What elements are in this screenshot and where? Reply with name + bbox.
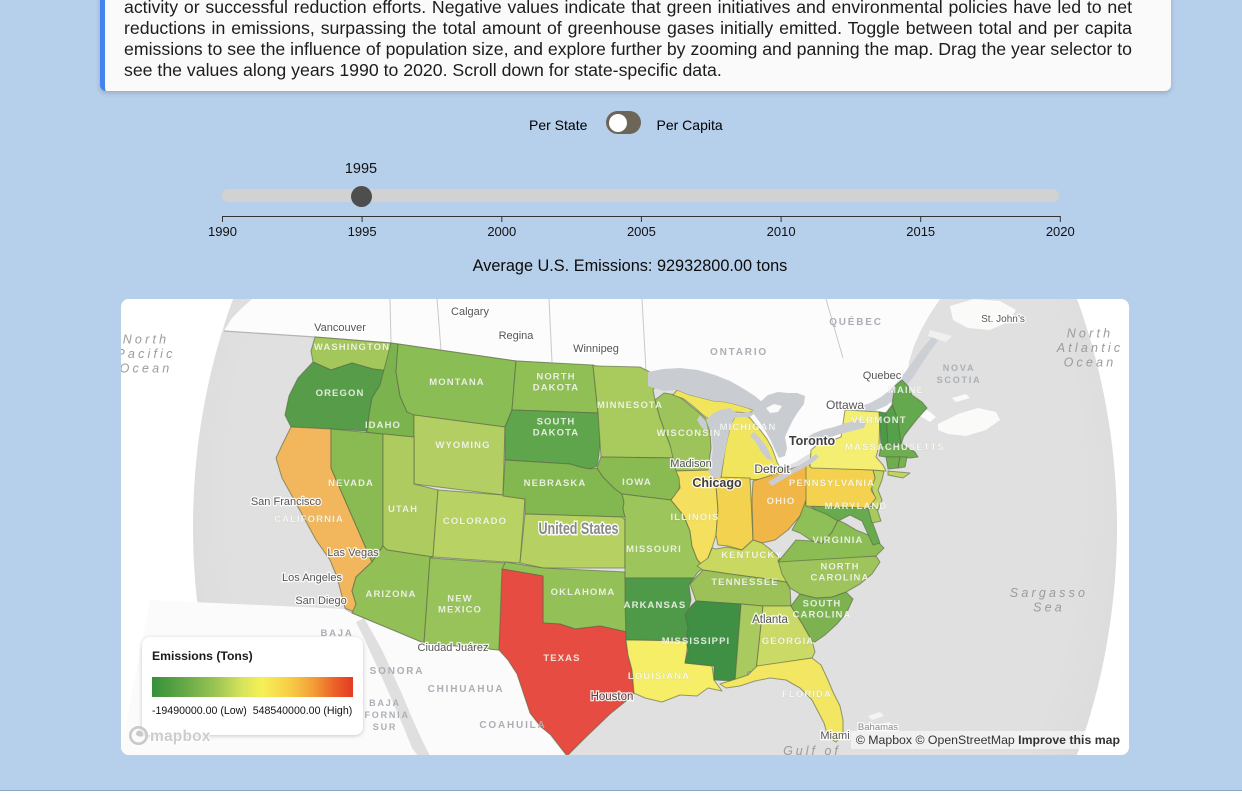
- svg-text:CAROLINA: CAROLINA: [793, 610, 852, 621]
- svg-text:Ocean: Ocean: [1064, 356, 1117, 370]
- svg-text:Los Angeles: Los Angeles: [282, 572, 342, 584]
- svg-text:MONTANA: MONTANA: [429, 377, 485, 388]
- svg-text:Gulf of: Gulf of: [783, 744, 841, 755]
- svg-text:Sargasso: Sargasso: [1010, 586, 1088, 600]
- svg-text:MARYLAND: MARYLAND: [825, 501, 888, 512]
- svg-text:NEW: NEW: [447, 594, 472, 605]
- svg-text:NORTH: NORTH: [536, 372, 575, 383]
- svg-text:Winnipeg: Winnipeg: [573, 343, 619, 355]
- svg-text:Ciudad Juárez: Ciudad Juárez: [418, 642, 489, 654]
- svg-text:2005: 2005: [627, 224, 656, 239]
- svg-text:VERMONT: VERMONT: [851, 415, 906, 426]
- svg-text:NEBRASKA: NEBRASKA: [524, 478, 587, 489]
- svg-text:BAJA: BAJA: [369, 698, 401, 708]
- svg-text:ARKANSAS: ARKANSAS: [624, 600, 687, 611]
- svg-text:SOUTH: SOUTH: [537, 417, 576, 428]
- svg-text:WASHINGTON: WASHINGTON: [314, 342, 390, 353]
- svg-text:United States: United States: [539, 520, 619, 538]
- svg-text:Las Vegas: Las Vegas: [327, 547, 379, 559]
- svg-text:MISSOURI: MISSOURI: [626, 544, 682, 555]
- svg-text:KENTUCKY: KENTUCKY: [721, 550, 783, 561]
- svg-text:SOUTH: SOUTH: [803, 599, 842, 610]
- svg-text:MAINE: MAINE: [888, 385, 924, 396]
- svg-text:ONTARIO: ONTARIO: [710, 347, 768, 358]
- svg-text:LOUISIANA: LOUISIANA: [628, 671, 690, 682]
- svg-text:San Francisco: San Francisco: [251, 496, 321, 508]
- svg-text:North: North: [123, 333, 170, 347]
- svg-text:Pacific: Pacific: [121, 347, 176, 361]
- svg-text:CHIHUAHUA: CHIHUAHUA: [428, 684, 505, 695]
- svg-text:Bahamas: Bahamas: [858, 722, 898, 733]
- svg-text:North: North: [1067, 327, 1114, 341]
- svg-text:PENNSYLVANIA: PENNSYLVANIA: [789, 478, 875, 489]
- svg-text:OHIO: OHIO: [767, 496, 796, 507]
- svg-text:WISCONSIN: WISCONSIN: [657, 428, 722, 439]
- svg-text:Vancouver: Vancouver: [314, 322, 366, 334]
- svg-text:COAHUILA: COAHUILA: [479, 720, 546, 731]
- svg-text:CALIFORNIA: CALIFORNIA: [274, 514, 344, 525]
- svg-text:Ocean: Ocean: [121, 362, 172, 376]
- svg-text:Toronto: Toronto: [789, 434, 836, 448]
- svg-text:Miami: Miami: [820, 730, 849, 742]
- svg-text:1990: 1990: [208, 224, 237, 239]
- svg-text:IDAHO: IDAHO: [365, 420, 401, 431]
- svg-text:QUÉBEC: QUÉBEC: [829, 315, 883, 328]
- svg-text:UTAH: UTAH: [388, 504, 418, 515]
- svg-text:2015: 2015: [906, 224, 935, 239]
- svg-text:MISSISSIPPI: MISSISSIPPI: [662, 636, 731, 647]
- svg-text:Quebec: Quebec: [863, 370, 902, 382]
- svg-text:Detroit: Detroit: [754, 462, 790, 476]
- svg-text:Atlanta: Atlanta: [752, 614, 788, 626]
- svg-text:TEXAS: TEXAS: [543, 653, 580, 664]
- svg-text:1995: 1995: [348, 224, 377, 239]
- svg-text:Atlantic: Atlantic: [1056, 341, 1124, 355]
- svg-text:SONORA: SONORA: [370, 666, 425, 677]
- svg-text:2020: 2020: [1046, 224, 1075, 239]
- svg-text:Houston: Houston: [591, 691, 634, 703]
- svg-text:MEXICO: MEXICO: [438, 605, 482, 616]
- svg-text:ARIZONA: ARIZONA: [366, 589, 417, 600]
- svg-text:NORTH: NORTH: [820, 562, 859, 573]
- svg-text:San Diego: San Diego: [295, 595, 346, 607]
- svg-text:CAROLINA: CAROLINA: [811, 573, 870, 584]
- svg-text:SUR: SUR: [373, 722, 397, 732]
- svg-text:DAKOTA: DAKOTA: [533, 428, 580, 439]
- svg-text:MASSACHUSETTS: MASSACHUSETTS: [845, 442, 945, 453]
- svg-text:mapbox: mapbox: [150, 728, 211, 745]
- svg-text:Chicago: Chicago: [692, 476, 742, 490]
- svg-text:COLORADO: COLORADO: [443, 516, 507, 527]
- svg-text:Regina: Regina: [499, 330, 535, 342]
- svg-text:TENNESSEE: TENNESSEE: [711, 577, 778, 588]
- svg-text:2010: 2010: [767, 224, 796, 239]
- svg-text:IOWA: IOWA: [622, 477, 652, 488]
- svg-text:FLORIDA: FLORIDA: [782, 689, 832, 700]
- svg-text:DAKOTA: DAKOTA: [533, 383, 580, 394]
- svg-text:VIRGINIA: VIRGINIA: [812, 535, 863, 546]
- svg-text:Calgary: Calgary: [451, 306, 489, 318]
- svg-text:2000: 2000: [487, 224, 516, 239]
- svg-text:MINNESOTA: MINNESOTA: [597, 400, 663, 411]
- svg-text:Madison: Madison: [670, 458, 712, 470]
- svg-text:SCOTIA: SCOTIA: [937, 375, 982, 385]
- svg-text:ILLINOIS: ILLINOIS: [671, 512, 720, 523]
- svg-text:BAJA: BAJA: [320, 628, 353, 639]
- svg-text:OREGON: OREGON: [316, 388, 365, 399]
- svg-text:NEVADA: NEVADA: [328, 478, 374, 489]
- svg-text:Sea: Sea: [1033, 600, 1065, 614]
- svg-text:OKLAHOMA: OKLAHOMA: [551, 587, 616, 598]
- svg-text:St. John’s: St. John’s: [981, 314, 1025, 325]
- svg-text:MICHIGAN: MICHIGAN: [720, 422, 777, 433]
- svg-text:IFORNIA: IFORNIA: [360, 710, 410, 720]
- svg-text:WYOMING: WYOMING: [435, 440, 490, 451]
- svg-text:Ottawa: Ottawa: [826, 398, 864, 412]
- svg-text:GEORGIA: GEORGIA: [762, 636, 815, 647]
- svg-text:NOVA: NOVA: [943, 363, 976, 373]
